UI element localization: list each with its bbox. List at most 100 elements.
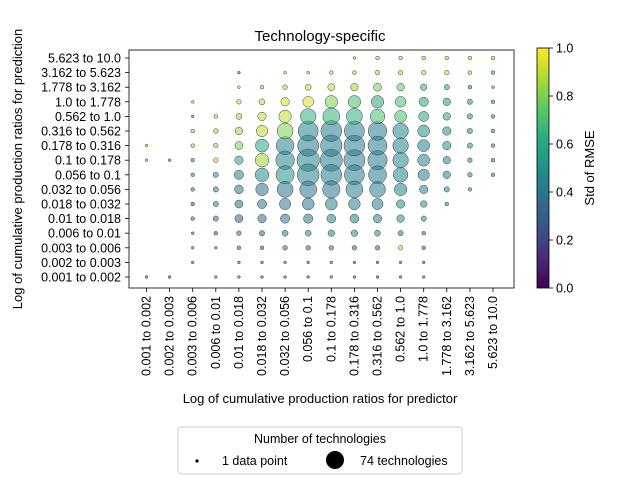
data-point xyxy=(327,83,336,91)
data-point xyxy=(255,138,269,153)
data-point xyxy=(167,275,172,279)
data-point xyxy=(304,229,312,237)
colorbar-tick-label: 0.6 xyxy=(556,138,573,152)
data-point xyxy=(418,96,429,107)
data-point xyxy=(373,82,382,92)
data-point xyxy=(234,214,244,223)
data-point xyxy=(417,139,430,152)
colorbar-tick-label: 1.0 xyxy=(556,42,573,56)
data-points xyxy=(144,55,496,279)
plot-area xyxy=(128,49,515,289)
x-tick-label: 0.562 to 1.0 xyxy=(394,296,408,362)
x-tick-label: 0.056 to 0.1 xyxy=(301,296,315,362)
colorbar-tick-label: 0.8 xyxy=(556,90,573,104)
data-point xyxy=(304,83,312,91)
data-point xyxy=(326,213,336,224)
data-point xyxy=(213,157,219,163)
data-point xyxy=(398,260,403,265)
data-point xyxy=(327,229,335,237)
data-point xyxy=(369,108,386,124)
data-point xyxy=(346,108,363,125)
data-point xyxy=(421,70,427,76)
y-tick-label: 0.032 to 0.056 xyxy=(41,183,121,197)
data-point xyxy=(282,245,288,251)
data-point xyxy=(397,230,404,237)
data-point xyxy=(306,260,310,265)
y-tick-label: 0.006 to 0.01 xyxy=(48,227,121,241)
data-point xyxy=(275,136,295,155)
y-tick-label: 0.056 to 0.1 xyxy=(55,168,121,182)
x-tick-label: 0.002 to 0.003 xyxy=(163,296,177,376)
data-point xyxy=(257,199,267,209)
data-point xyxy=(420,83,428,91)
data-point xyxy=(392,122,409,140)
y-tick-label: 1.778 to 3.162 xyxy=(41,81,121,95)
data-point xyxy=(234,169,244,180)
x-tick-label: 3.162 to 5.623 xyxy=(463,296,477,376)
data-point xyxy=(280,213,290,224)
data-point xyxy=(213,128,219,134)
data-point xyxy=(213,143,219,149)
data-point xyxy=(191,114,195,119)
data-point xyxy=(255,182,269,196)
colorbar-tick-label: 0.2 xyxy=(556,234,573,248)
data-point xyxy=(442,170,451,179)
x-tick-label: 0.003 to 0.006 xyxy=(186,296,200,376)
x-tick-label: 0.178 to 0.316 xyxy=(347,296,361,376)
data-point xyxy=(375,260,380,265)
data-point xyxy=(259,85,265,90)
data-point xyxy=(306,70,310,75)
data-point xyxy=(444,70,450,76)
data-point xyxy=(214,246,218,250)
data-point xyxy=(421,231,426,236)
data-point xyxy=(237,275,241,279)
data-point xyxy=(325,197,338,211)
data-point xyxy=(396,214,405,223)
data-point xyxy=(442,112,451,121)
data-point xyxy=(191,246,195,250)
legend-label-74-technologies: 74 technologies xyxy=(360,454,448,468)
data-point xyxy=(417,124,430,138)
y-tick-label: 0.1 to 0.178 xyxy=(55,154,121,168)
data-point xyxy=(352,275,357,279)
x-axis-ticks: 0.001 to 0.002 0.002 to 0.003 0.003 to 0.0… xyxy=(140,288,500,376)
data-point xyxy=(422,275,426,279)
data-point xyxy=(235,113,243,120)
data-point xyxy=(419,184,429,194)
data-point xyxy=(322,107,340,126)
data-point xyxy=(394,110,407,123)
data-point xyxy=(396,83,405,92)
data-point xyxy=(418,111,429,122)
data-point xyxy=(276,122,294,140)
data-point xyxy=(283,70,287,75)
data-point xyxy=(237,70,241,75)
y-tick-label: 0.178 to 0.316 xyxy=(41,139,121,153)
data-point xyxy=(280,97,290,107)
data-point xyxy=(368,165,387,185)
data-point xyxy=(467,172,473,178)
data-point xyxy=(392,152,409,169)
legend-marker-74-technologies xyxy=(326,451,344,469)
data-point xyxy=(190,187,195,192)
data-point xyxy=(144,143,149,148)
data-point xyxy=(422,260,426,265)
data-point xyxy=(299,180,317,199)
data-point xyxy=(373,214,382,224)
data-point xyxy=(392,137,409,154)
data-point xyxy=(352,260,357,265)
x-tick-label: 0.001 to 0.002 xyxy=(140,296,154,376)
data-point xyxy=(417,153,430,167)
data-point xyxy=(467,85,473,90)
data-point xyxy=(236,245,242,250)
data-point xyxy=(442,156,451,165)
chart-title: Technology-specific xyxy=(255,28,386,45)
data-point xyxy=(190,216,195,221)
x-axis-label: Log of cumulative production ratios for … xyxy=(183,391,458,406)
x-tick-label: 0.006 to 0.01 xyxy=(209,296,223,369)
x-tick-label: 0.032 to 0.056 xyxy=(278,296,292,376)
data-point xyxy=(442,97,451,106)
y-tick-label: 0.562 to 1.0 xyxy=(55,110,121,124)
y-tick-label: 1.0 to 1.778 xyxy=(55,95,121,109)
data-point xyxy=(324,95,338,109)
